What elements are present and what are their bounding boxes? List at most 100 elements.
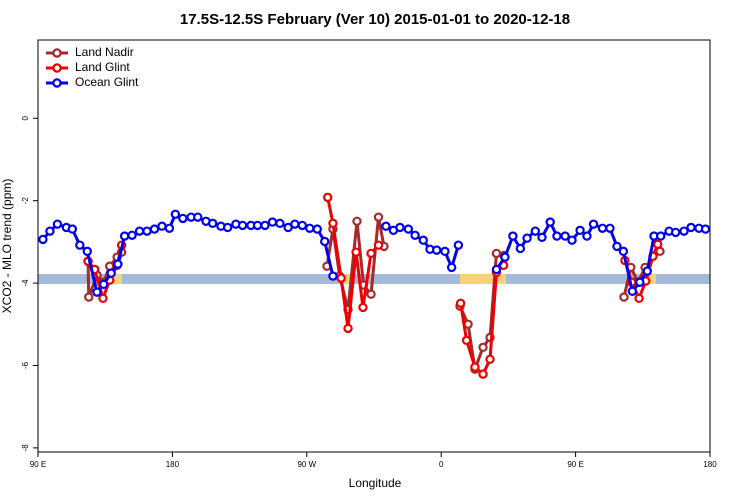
data-point xyxy=(485,354,495,364)
data-point xyxy=(98,293,108,304)
x-tick-label: 0 xyxy=(439,460,444,469)
data-point xyxy=(260,220,270,231)
data-point xyxy=(588,219,599,229)
data-point xyxy=(653,239,663,250)
data-point xyxy=(157,221,167,231)
data-point xyxy=(470,362,480,372)
data-point xyxy=(149,224,160,234)
plot-frame xyxy=(37,39,711,453)
data-point xyxy=(366,248,376,259)
data-point xyxy=(700,224,711,234)
data-point xyxy=(208,218,218,229)
data-point xyxy=(164,223,175,233)
y-tick-label: -8 xyxy=(21,444,30,452)
land-band xyxy=(112,274,122,284)
y-tick-label: -2 xyxy=(21,197,30,205)
data-point xyxy=(351,247,361,257)
data-point xyxy=(522,233,532,243)
data-point xyxy=(582,231,592,241)
data-point xyxy=(38,234,48,245)
data-point xyxy=(679,226,689,236)
data-point xyxy=(275,218,285,229)
legend-marker xyxy=(52,48,62,58)
data-point xyxy=(381,221,391,231)
data-point xyxy=(619,292,629,302)
data-point xyxy=(432,245,442,255)
data-point xyxy=(113,259,123,269)
data-point xyxy=(252,220,263,231)
legend-label: Land Glint xyxy=(75,60,130,74)
data-point xyxy=(328,271,338,281)
x-tick-label: 90 E xyxy=(30,460,46,469)
data-point xyxy=(352,216,362,226)
data-point xyxy=(627,286,638,297)
data-point xyxy=(440,246,450,257)
chart-title: 17.5S-12.5S February (Ver 10) 2015-01-01… xyxy=(180,11,570,28)
data-point xyxy=(530,226,540,236)
data-point xyxy=(597,223,608,233)
data-point xyxy=(170,209,181,219)
x-tick-label: 90 E xyxy=(567,460,583,469)
data-point xyxy=(418,235,428,245)
data-point xyxy=(222,222,233,233)
y-tick-label: -6 xyxy=(21,361,30,369)
data-point xyxy=(106,268,116,278)
data-point xyxy=(500,252,510,262)
data-point xyxy=(461,335,472,346)
data-point xyxy=(491,248,502,259)
data-point xyxy=(545,217,555,227)
data-point xyxy=(312,224,322,234)
legend-label: Ocean Glint xyxy=(75,75,139,89)
data-point xyxy=(82,246,92,257)
data-point xyxy=(455,298,466,308)
data-point xyxy=(612,241,622,252)
data-point xyxy=(297,220,308,231)
data-point xyxy=(686,222,696,233)
data-point xyxy=(134,226,145,236)
data-point xyxy=(52,219,63,229)
data-point xyxy=(358,302,368,313)
data-point xyxy=(92,287,102,297)
data-point xyxy=(193,212,203,222)
data-point xyxy=(508,231,518,241)
legend-marker xyxy=(52,78,62,88)
data-point xyxy=(410,230,420,240)
x-tick-label: 90 W xyxy=(297,460,316,469)
y-tick-label: 0 xyxy=(21,116,30,121)
data-point xyxy=(642,266,652,276)
data-point xyxy=(373,212,384,222)
data-point xyxy=(491,264,502,275)
legend-marker xyxy=(52,63,62,73)
data-point xyxy=(142,226,152,236)
data-point xyxy=(67,224,78,234)
data-point xyxy=(478,342,488,353)
data-point xyxy=(552,231,562,241)
data-point xyxy=(575,225,585,236)
data-point xyxy=(373,240,384,250)
data-point xyxy=(305,223,315,233)
data-point xyxy=(634,293,644,304)
land-band xyxy=(340,274,352,284)
x-tick-label: 180 xyxy=(166,460,180,469)
series-line xyxy=(86,197,660,376)
legend-label: Land Nadir xyxy=(75,45,134,59)
data-point xyxy=(515,243,526,254)
data-point xyxy=(618,246,629,257)
data-point xyxy=(635,277,645,287)
data-point xyxy=(403,224,414,234)
data-point xyxy=(656,231,666,241)
data-point xyxy=(343,323,353,334)
data-point xyxy=(237,220,248,231)
data-point xyxy=(119,231,130,241)
data-point xyxy=(336,273,346,283)
data-point xyxy=(290,219,300,229)
data-point xyxy=(478,369,488,379)
data-point xyxy=(45,226,55,236)
data-point xyxy=(178,213,188,224)
data-point xyxy=(75,240,85,250)
data-point xyxy=(537,232,547,243)
data-point xyxy=(670,227,681,238)
y-tick-label: -4 xyxy=(21,279,30,287)
data-point xyxy=(605,223,615,233)
